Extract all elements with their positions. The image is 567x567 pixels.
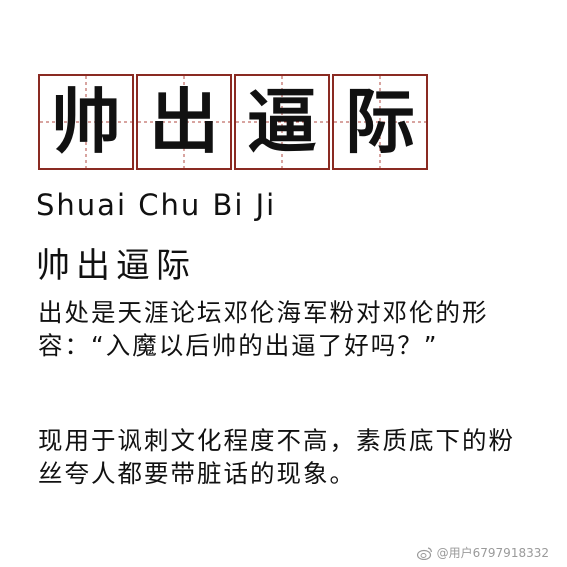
pinyin-line: Shuai Chu Bi Ji bbox=[36, 188, 277, 222]
watermark: @用户6797918332 bbox=[416, 544, 549, 561]
weibo-icon bbox=[416, 546, 432, 560]
title-char: 出 bbox=[149, 80, 219, 163]
title-char-cell: 出 bbox=[136, 74, 232, 170]
title-char: 逼 bbox=[247, 80, 317, 163]
title-char-cell: 逼 bbox=[234, 74, 330, 170]
origin-paragraph: 出处是天涯论坛邓伦海军粉对邓伦的形容：“入魔以后帅的出逼了好吗？” bbox=[38, 298, 489, 360]
usage-paragraph: 现用于讽刺文化程度不高，素质底下的粉丝夸人都要带脏话的现象。 bbox=[38, 426, 515, 488]
title-char-cell: 际 bbox=[332, 74, 428, 170]
term-heading: 帅出逼际 bbox=[36, 246, 196, 286]
title-char: 际 bbox=[345, 80, 415, 163]
title-char-cell: 帅 bbox=[38, 74, 134, 170]
title-char: 帅 bbox=[51, 80, 121, 163]
watermark-text: @用户6797918332 bbox=[436, 546, 549, 560]
title-character-grid: 帅 出 逼 际 bbox=[38, 74, 428, 170]
